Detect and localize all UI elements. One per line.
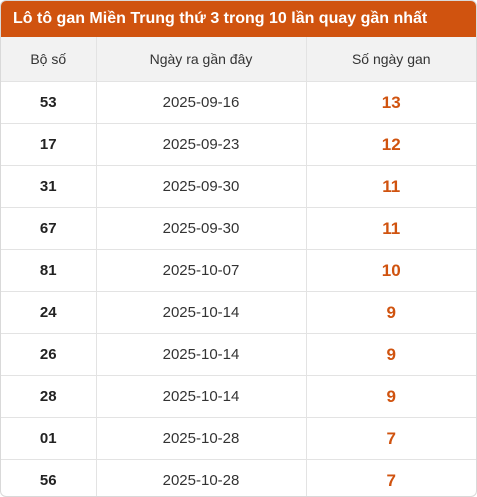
cell-number: 56 [1,459,96,496]
table-row: 67 2025-09-30 11 [1,207,476,250]
cell-date: 2025-10-14 [95,333,306,376]
cell-days: 12 [305,123,476,166]
header-row: Bộ số Ngày ra gần đây Số ngày gan [1,37,476,82]
cell-number: 01 [1,417,96,460]
header-number: Bộ số [1,37,96,82]
cell-days: 13 [305,81,476,124]
table-row: 28 2025-10-14 9 [1,375,476,418]
table-row: 26 2025-10-14 9 [1,333,476,376]
cell-number: 81 [1,249,96,292]
cell-number: 53 [39,94,57,111]
table-row: 31 2025-09-30 11 [1,165,476,208]
table-row: 01 2025-10-28 7 [1,417,476,460]
table-row: 24 2025-10-14 9 [1,291,476,334]
cell-date: 2025-10-14 [95,291,306,334]
cell-number: 24 [1,291,96,334]
header-last-date: Ngày ra gần đây [95,37,306,82]
table-title: Lô tô gan Miền Trung thứ 3 trong 10 lần … [1,1,476,37]
table-header: Bộ số Ngày ra gần đây Số ngày gan [1,37,476,82]
cell-days: 11 [305,165,476,208]
cell-date: 2025-09-16 [95,81,306,124]
cell-number: 31 [1,165,96,208]
cell-number: 28 [1,375,96,418]
cell-days: 9 [305,333,476,376]
cell-days: 9 [305,291,476,334]
cell-date: 2025-10-28 [95,459,306,496]
cell-date: 2025-10-28 [95,417,306,460]
lotto-gan-table: Bộ số Ngày ra gần đây Số ngày gan 53 202… [1,37,476,496]
cell-date: 2025-09-30 [95,165,306,208]
table-row: 56 2025-10-28 7 [1,459,476,496]
cell-days: 9 [305,375,476,418]
cell-date: 2025-09-23 [95,123,306,166]
cell-number: 67 [1,207,96,250]
cell-date: 2025-10-14 [95,375,306,418]
cell-days: 7 [305,417,476,460]
cell-number: 17 [1,123,96,166]
table-row: 81 2025-10-07 10 [1,249,476,292]
cell-days: 11 [305,207,476,250]
table-body: 53 2025-09-16 13 17 2025-09-23 12 31 202… [1,81,476,496]
cell-date: 2025-10-07 [95,249,306,292]
cell-date: 2025-09-30 [95,207,306,250]
cell-days: 10 [305,249,476,292]
table-row: 17 2025-09-23 12 [1,123,476,166]
header-days: Số ngày gan [305,37,476,82]
table-row: 53 2025-09-16 13 [1,81,476,124]
cell-days: 7 [305,459,476,496]
cell-number: 26 [1,333,96,376]
